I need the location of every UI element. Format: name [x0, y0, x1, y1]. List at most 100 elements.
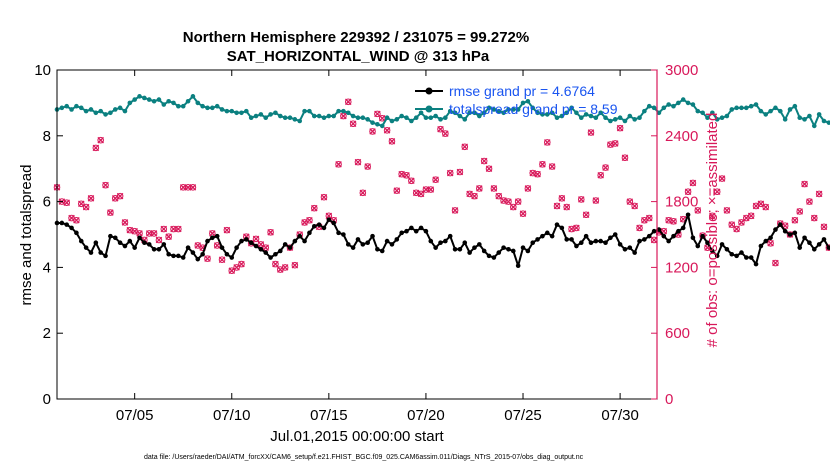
x-tick-label: 07/25 [504, 407, 542, 424]
obs-assimilated-point [544, 139, 551, 146]
totalspread-point [782, 117, 788, 122]
rmse-point [608, 235, 613, 241]
obs-possible-point [121, 219, 129, 226]
obs-assimilated-point [539, 161, 546, 168]
rmse-point [685, 212, 691, 218]
obs-assimilated-point [189, 184, 197, 191]
obs-possible-point [354, 158, 362, 166]
obs-possible-point [349, 120, 357, 128]
totalspread-point [477, 113, 482, 119]
totalspread-point [195, 100, 201, 106]
obs-possible-point [728, 221, 736, 228]
obs-possible-point [694, 207, 702, 214]
x-tick-label: 07/05 [116, 407, 154, 424]
totalspread-point [535, 110, 540, 116]
totalspread-point [117, 105, 123, 111]
rmse-point [83, 245, 89, 250]
rmse-point [690, 235, 696, 241]
totalspread-point [559, 113, 565, 119]
obs-assimilated-point [534, 170, 541, 178]
totalspread-point [661, 105, 667, 111]
obs-assimilated-point [184, 184, 192, 191]
obs-possible-point [665, 216, 672, 224]
totalspread-point [501, 110, 506, 116]
rmse-point [278, 248, 283, 254]
obs-assimilated-point [155, 236, 163, 244]
obs-assimilated-point [650, 236, 658, 244]
obs-assimilated-point [281, 264, 289, 271]
totalspread-point [467, 110, 472, 116]
obs-possible-point [145, 230, 153, 237]
rmse-point [214, 233, 220, 239]
rmse-point [341, 232, 346, 237]
totalspread-point [676, 100, 681, 106]
totalspread-point [753, 102, 759, 107]
obs-assimilated-point [709, 212, 716, 220]
totalspread-point [438, 117, 443, 122]
totalspread-point [278, 113, 283, 119]
obs-assimilated-point [621, 154, 629, 161]
obs-possible-point [558, 195, 566, 202]
y-right-tick-label: 3000 [665, 62, 698, 79]
rmse-point [496, 250, 502, 255]
rmse-point [307, 230, 312, 236]
totalspread-point [83, 108, 89, 114]
rmse-point [457, 247, 463, 252]
obs-assimilated-point [670, 218, 677, 225]
obs-assimilated-point [815, 190, 823, 198]
rmse-point [78, 238, 84, 244]
totalspread-point [336, 108, 341, 114]
obs-assimilated-point [480, 157, 488, 165]
obs-assimilated-point [636, 224, 643, 232]
rmse-point [239, 238, 244, 244]
y-left-tick-label: 8 [43, 128, 51, 145]
rmse-point [462, 240, 468, 246]
rmse-point [452, 247, 458, 252]
totalspread-point [210, 105, 215, 111]
obs-assimilated-point [160, 225, 168, 233]
rmse-point [617, 242, 623, 247]
obs-possible-point [602, 164, 609, 171]
totalspread-point [734, 105, 739, 111]
rmse-point [409, 225, 414, 231]
obs-possible-point [184, 184, 192, 191]
rmse-point [748, 255, 754, 260]
rmse-point [210, 235, 215, 241]
obs-possible-point [102, 181, 109, 189]
totalspread-point [399, 113, 404, 119]
obs-assimilated-point [233, 264, 240, 271]
obs-assimilated-point [63, 199, 70, 206]
obs-possible-point [383, 127, 391, 134]
rmse-point [569, 237, 574, 242]
obs-assimilated-point [252, 235, 260, 243]
totalspread-point [389, 118, 395, 124]
x-tick-label: 07/30 [601, 407, 639, 424]
rmse-point [710, 248, 715, 254]
totalspread-point [316, 113, 322, 119]
rmse-point [438, 240, 443, 246]
rmse-point [146, 242, 152, 247]
rmse-point [481, 248, 487, 254]
obs-assimilated-point [718, 175, 726, 182]
totalspread-point [171, 100, 176, 106]
obs-assimilated-point [490, 185, 498, 192]
totalspread-point [176, 103, 181, 109]
obs-assimilated-point [694, 207, 702, 214]
obs-possible-point [505, 198, 512, 205]
totalspread-point [768, 108, 773, 114]
obs-possible-point [723, 207, 731, 214]
rmse-point [821, 237, 827, 242]
totalspread-point [345, 110, 351, 116]
obs-assimilated-point [806, 198, 813, 205]
totalspread-point [612, 117, 618, 122]
obs-assimilated-point [645, 214, 653, 222]
obs-possible-point [553, 202, 561, 210]
x-axis: 07/05 07/10 07/15 07/20 07/25 07/30 [116, 70, 639, 424]
obs-possible-point [432, 176, 439, 183]
obs-assimilated-point [340, 112, 347, 120]
obs-possible-point [189, 184, 197, 191]
totalspread-point [554, 115, 560, 121]
totalspread-point [637, 115, 642, 121]
obs-possible-point [417, 190, 425, 198]
rmse-point [486, 253, 492, 259]
